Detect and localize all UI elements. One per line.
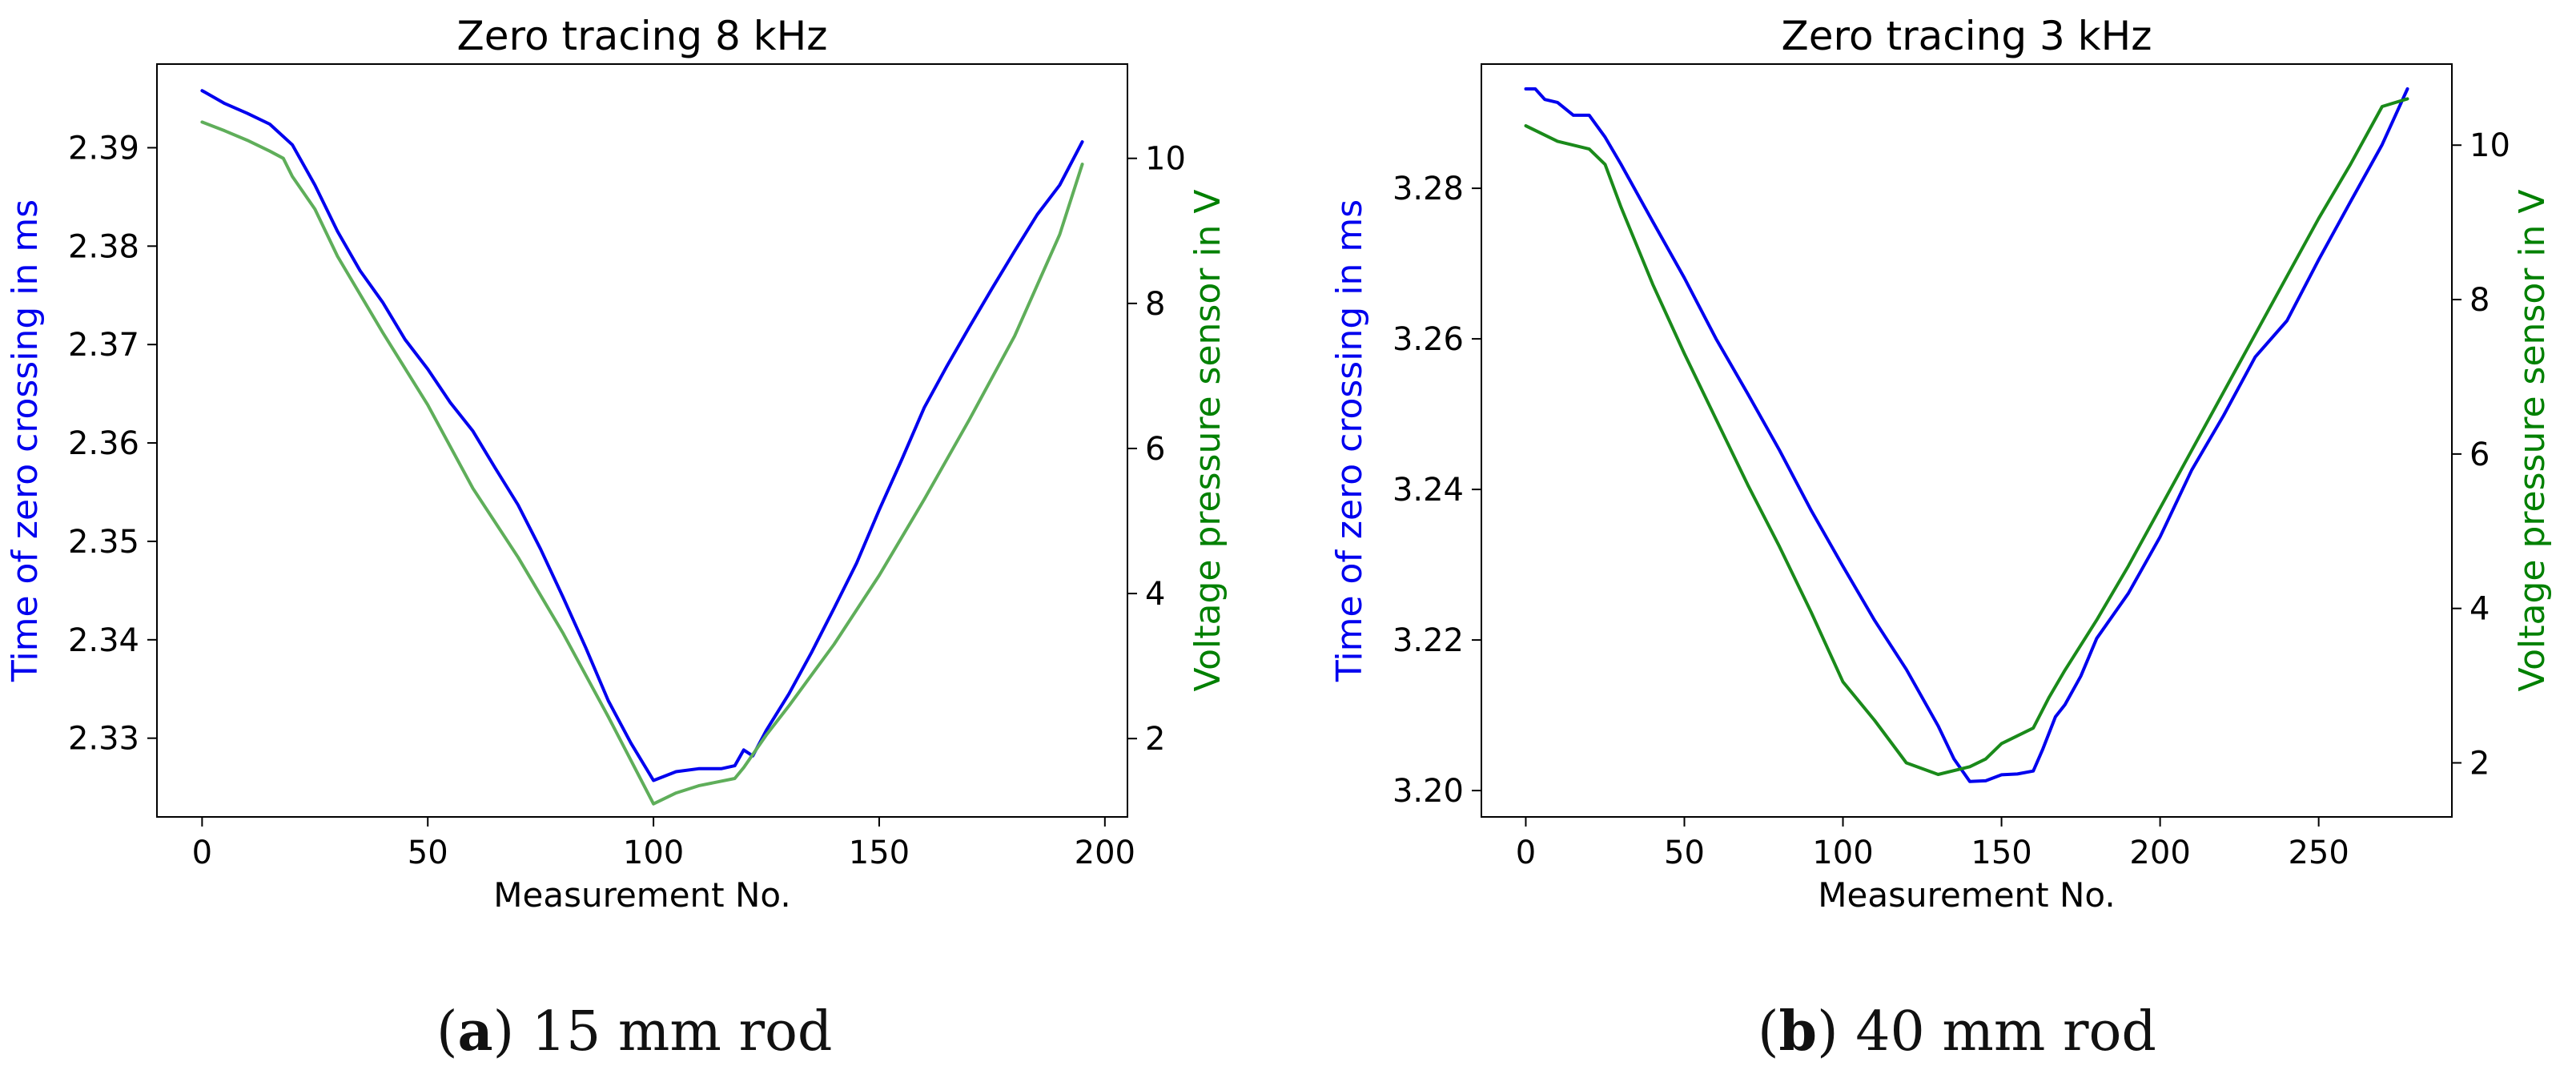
y-axis-label: Time of zero crossing in ms <box>1329 199 1370 682</box>
x-axis-label: Measurement No. <box>493 875 790 915</box>
y-tick-label: 3.26 <box>1392 321 1464 358</box>
y-tick-label: 2.34 <box>68 622 139 659</box>
plot-frame <box>1481 63 2453 818</box>
y-tick-label: 2.35 <box>68 524 139 561</box>
y-tick-label: 3.28 <box>1392 171 1464 207</box>
y-axis-label: Time of zero crossing in ms <box>5 199 46 682</box>
y2-tick-label: 6 <box>2470 436 2490 473</box>
y-tick-label: 2.38 <box>68 228 139 265</box>
chart-panel-1: Zero tracing 8 kHz 0 50 100 150 200 2.33 2.34 2.… <box>5 13 1228 915</box>
x-tick-label: 50 <box>408 835 448 871</box>
y-tick-label: 3.22 <box>1392 622 1464 659</box>
x-tick-label: 200 <box>2129 835 2190 871</box>
x-axis-label: Measurement No. <box>1818 875 2115 915</box>
series-line-zero-crossing <box>1524 87 2409 783</box>
x-tick-label: 0 <box>1516 835 1536 871</box>
y2-tick-label: 4 <box>2470 591 2490 628</box>
plot-frame <box>156 63 1128 818</box>
y2-tick-label: 8 <box>1145 286 1165 323</box>
x-tick-label: 50 <box>1664 835 1705 871</box>
x-tick-label: 100 <box>623 835 684 871</box>
y2-tick-label: 4 <box>1145 576 1165 613</box>
chart-panel-2: Zero tracing 3 kHz 0 50 100 150 200 250 3.20 3.2… <box>1329 13 2553 915</box>
y2-tick-label: 8 <box>2470 282 2490 319</box>
x-tick-label: 0 <box>192 835 212 871</box>
y-tick-label: 2.37 <box>68 327 139 364</box>
series-line-voltage <box>1524 97 2409 776</box>
y-tick-label: 3.24 <box>1392 472 1464 509</box>
y2-axis-label: Voltage pressure sensor in V <box>2512 189 2553 691</box>
caption-a: (a) 15 mm rod <box>436 1000 833 1064</box>
caption-b: (b) 40 mm rod <box>1758 1000 2156 1064</box>
y-tick-label: 2.39 <box>68 130 139 167</box>
y-tick-label: 2.33 <box>68 721 139 758</box>
chart-title: Zero tracing 8 kHz <box>457 13 828 59</box>
x-tick-label: 200 <box>1075 835 1135 871</box>
y2-tick-label: 10 <box>1145 141 1186 178</box>
y2-tick-label: 10 <box>2470 127 2510 164</box>
series-line-voltage <box>200 120 1084 806</box>
y-tick-label: 2.36 <box>68 425 139 462</box>
series-line-zero-crossing <box>200 89 1084 782</box>
y2-tick-label: 2 <box>2470 746 2490 782</box>
y-tick-label: 3.20 <box>1392 773 1464 810</box>
y2-axis-label: Voltage pressure sensor in V <box>1188 189 1228 691</box>
chart-title: Zero tracing 3 kHz <box>1782 13 2152 59</box>
x-tick-label: 150 <box>849 835 910 871</box>
x-tick-label: 150 <box>1971 835 2031 871</box>
x-tick-label: 100 <box>1812 835 1873 871</box>
x-tick-label: 250 <box>2288 835 2349 871</box>
y2-tick-label: 2 <box>1145 721 1165 758</box>
y2-tick-label: 6 <box>1145 431 1165 468</box>
